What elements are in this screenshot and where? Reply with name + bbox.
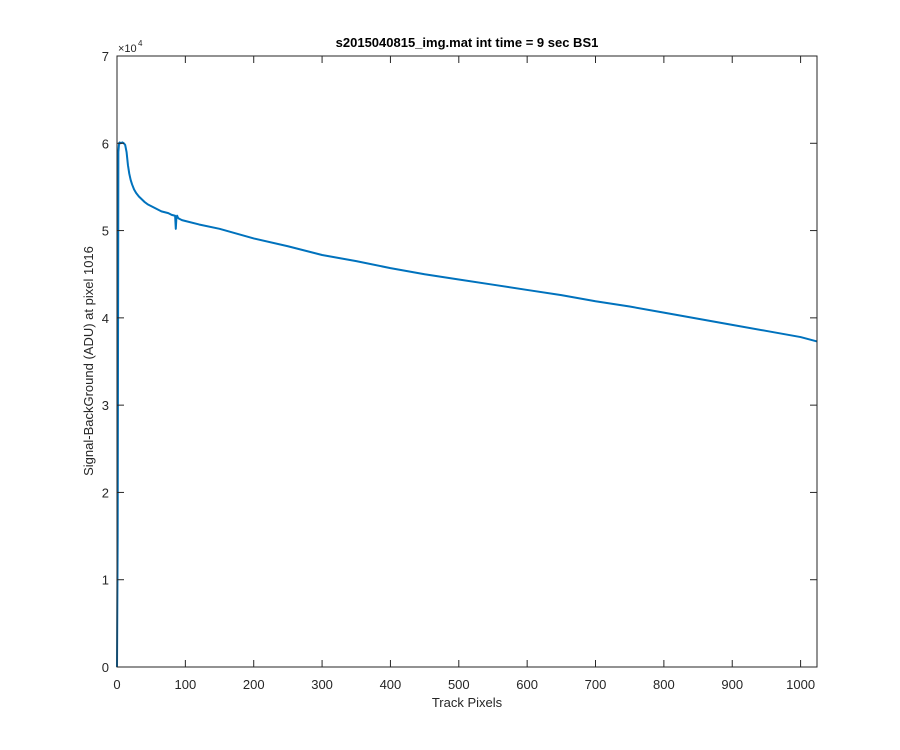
y-tick-label: 1 (102, 573, 109, 588)
y-axis-label: Signal-BackGround (ADU) at pixel 1016 (81, 246, 96, 476)
x-tick-label: 700 (585, 677, 607, 692)
y-tick-label: 3 (102, 398, 109, 413)
x-tick-label: 500 (448, 677, 470, 692)
x-tick-label: 0 (113, 677, 120, 692)
x-tick-label: 200 (243, 677, 265, 692)
x-tick-label: 800 (653, 677, 675, 692)
ticks-layer: 0 100 200 300 400 500 600 700 800 900 1000 0 1 2 3 4 5 6 7 (102, 49, 817, 692)
series-line-0 (116, 141, 818, 668)
x-tick-label: 1000 (786, 677, 815, 692)
y-tick-label: 7 (102, 49, 109, 64)
x-axis-label: Track Pixels (432, 695, 503, 710)
plot-area (117, 56, 817, 667)
chart-title: s2015040815_img.mat int time = 9 sec BS1 (336, 35, 599, 50)
y-axis-exponent: ×10 4 (118, 39, 143, 55)
data-layer (116, 141, 818, 668)
x-tick-label: 400 (380, 677, 402, 692)
y-tick-label: 5 (102, 224, 109, 239)
x-tick-label: 600 (516, 677, 538, 692)
y-tick-label: 4 (102, 311, 109, 326)
y-tick-label: 6 (102, 136, 109, 151)
x-tick-label: 100 (175, 677, 197, 692)
y-exponent-base: ×10 (118, 43, 137, 55)
y-tick-label: 2 (102, 485, 109, 500)
x-tick-label: 300 (311, 677, 333, 692)
y-tick-label: 0 (102, 660, 109, 675)
y-exponent-power: 4 (138, 39, 143, 48)
x-tick-label: 900 (721, 677, 743, 692)
plot-frame (116, 55, 818, 668)
